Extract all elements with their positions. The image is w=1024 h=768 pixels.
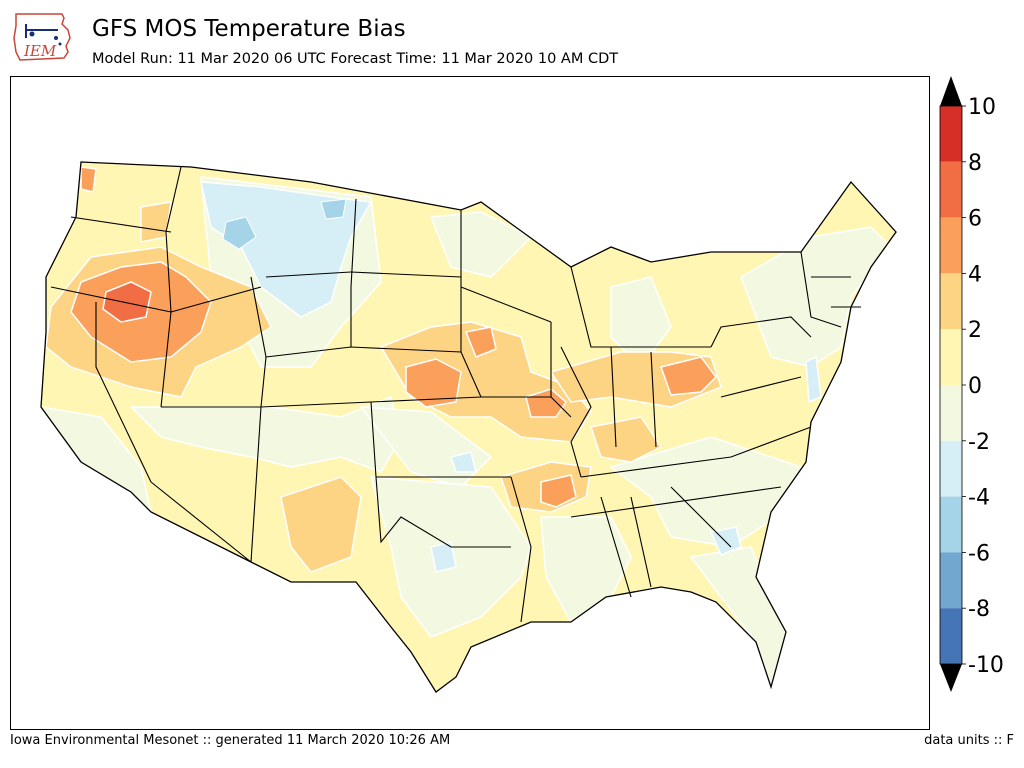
conus-outline xyxy=(40,161,897,693)
colorbar-band xyxy=(940,385,962,441)
colorbar-band xyxy=(940,217,962,274)
colorbar-band xyxy=(940,273,962,330)
state-boundaries xyxy=(50,166,861,623)
logo-text: IEM xyxy=(23,42,57,60)
colorbar-under-arrow xyxy=(940,664,962,692)
colorbar-band xyxy=(940,552,962,609)
colorbar-tick-label: -10 xyxy=(968,653,1004,678)
colorbar-bands xyxy=(940,106,962,664)
colorbar-tick-label: -2 xyxy=(968,430,990,455)
colorbar-band xyxy=(940,496,962,553)
colorbar: 10 8 6 4 2 0 -2 -4 -6 -8 -10 xyxy=(939,76,1004,692)
colorbar-band xyxy=(940,329,962,385)
colorbar-tick-label: 0 xyxy=(968,374,982,399)
colorbar-band xyxy=(940,161,962,218)
colorbar-tick-label: 8 xyxy=(968,151,982,176)
colorbar-band xyxy=(940,106,962,162)
colorbar-ticks: 10 8 6 4 2 0 -2 -4 -6 -8 -10 xyxy=(962,95,1004,678)
bias-contours xyxy=(41,166,893,690)
page-subtitle: Model Run: 11 Mar 2020 06 UTC Forecast T… xyxy=(92,51,619,67)
temperature-bias-map xyxy=(40,161,897,693)
iem-logo: IEM xyxy=(13,13,71,61)
footer-credit: Iowa Environmental Mesonet :: generated … xyxy=(10,733,451,748)
colorbar-tick-label: 10 xyxy=(968,95,996,120)
colorbar-tick-label: 2 xyxy=(968,318,982,343)
footer-units: data units :: F xyxy=(924,733,1014,748)
colorbar-band xyxy=(940,608,962,664)
map-frame xyxy=(10,76,930,730)
colorbar-band xyxy=(940,440,962,497)
colorbar-tick-label: 6 xyxy=(968,207,982,232)
colorbar-tick-label: -8 xyxy=(968,597,990,622)
colorbar-tick-label: -4 xyxy=(968,486,990,511)
colorbar-over-arrow xyxy=(940,76,962,106)
colorbar-tick-label: -6 xyxy=(968,541,990,566)
page-title: GFS MOS Temperature Bias xyxy=(92,16,406,42)
colorbar-tick-label: 4 xyxy=(968,262,982,287)
